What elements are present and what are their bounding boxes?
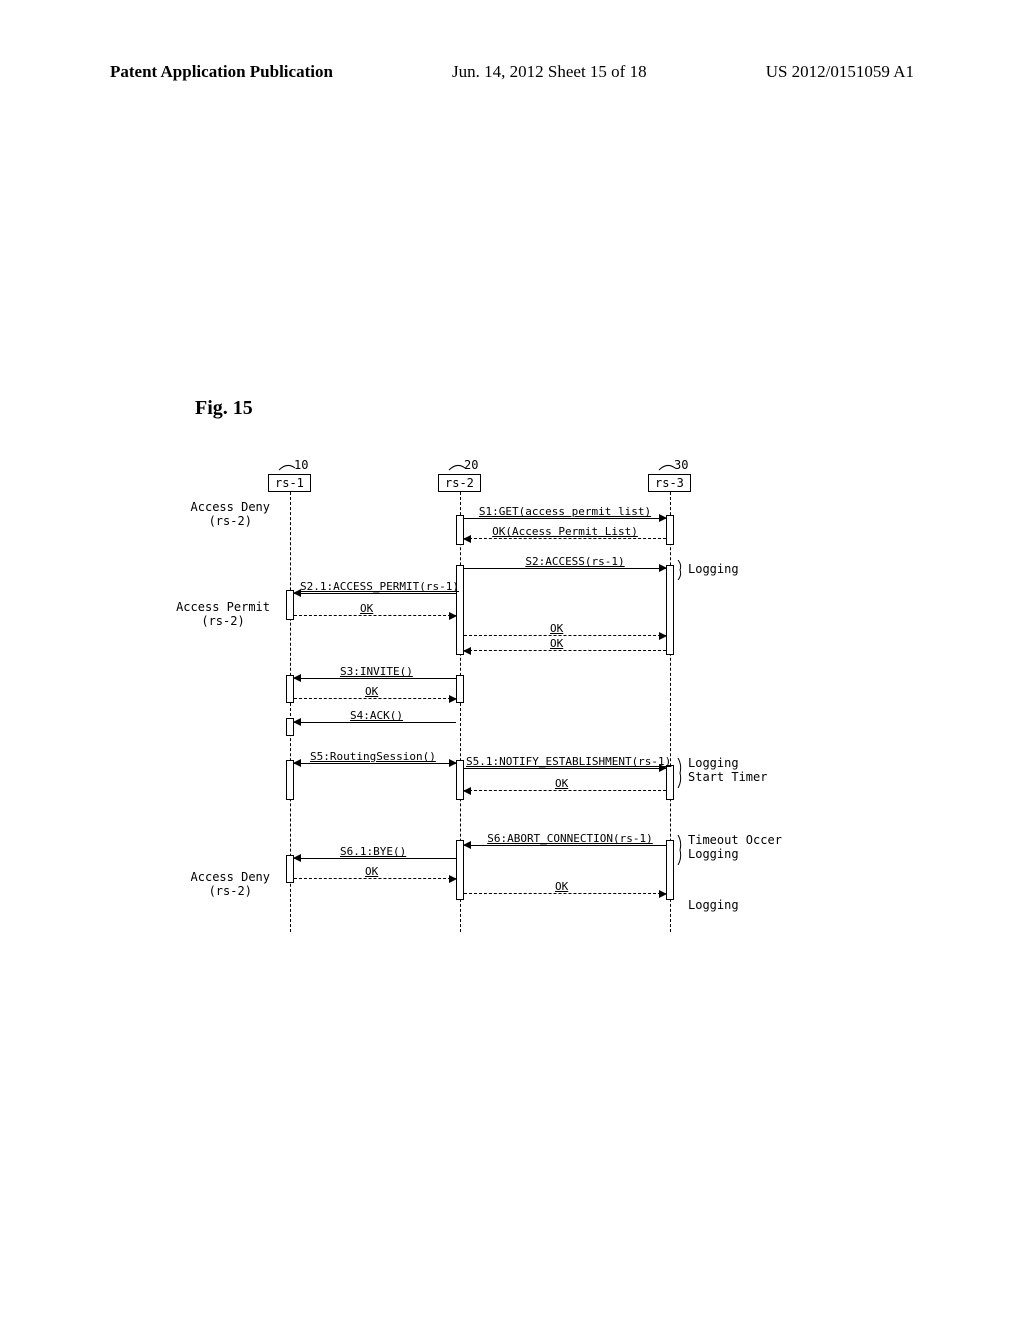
label-s6: S6:ABORT_CONNECTION(rs-1) [480, 832, 660, 845]
sequence-diagram: 10 rs-1 20 rs-2 30 rs-3 Access Deny (rs-… [190, 460, 810, 940]
note-l2b: (rs-2) [201, 614, 244, 628]
note-start-timer: Start Timer [688, 770, 767, 784]
actor3-ref-num: 30 [674, 458, 688, 472]
label-s61: S6.1:BYE() [340, 845, 406, 858]
arrow-s3 [294, 678, 456, 679]
arrow-s51 [464, 768, 666, 769]
note-l3b: (rs-2) [209, 884, 252, 898]
arrow-s21 [294, 593, 456, 594]
label-s51: S5.1:NOTIFY_ESTABLISHMENT(rs-1) [466, 755, 666, 768]
arrow-s6r [464, 893, 666, 894]
arrow-s51r [464, 790, 666, 791]
note-l1b: (rs-2) [209, 514, 252, 528]
act-a2-s3 [456, 675, 464, 703]
brace-r3 [676, 835, 686, 865]
header-right: US 2012/0151059 A1 [766, 62, 914, 82]
label-s3: S3:INVITE() [340, 665, 413, 678]
note-logging-1: Logging [688, 562, 739, 576]
arrow-s61 [294, 858, 456, 859]
label-s2rr: OK [550, 637, 563, 650]
note-timeout: Timeout Occer [688, 833, 782, 847]
actor3-box: rs-3 [648, 474, 691, 492]
arrow-s1 [464, 518, 666, 519]
actor1-ref: 10 [270, 460, 320, 472]
note-access-permit: Access Permit (rs-2) [176, 600, 270, 628]
act-a2-s2 [456, 565, 464, 655]
label-s1: S1:GET(access permit list) [470, 505, 660, 518]
brace-r1 [676, 560, 686, 580]
actor2-name: rs-2 [445, 476, 474, 490]
arrow-s1r [464, 538, 666, 539]
note-logging-4: Logging [688, 898, 739, 912]
header-center: Jun. 14, 2012 Sheet 15 of 18 [452, 62, 647, 82]
actor1-box: rs-1 [268, 474, 311, 492]
note-l1a: Access Deny [191, 500, 270, 514]
arrow-s3r [294, 698, 456, 699]
arrow-s2r [464, 635, 666, 636]
label-s51r: OK [555, 777, 568, 790]
arrow-s6 [464, 845, 666, 846]
note-l2a: Access Permit [176, 600, 270, 614]
label-s6r: OK [555, 880, 568, 893]
act-a3-s2 [666, 565, 674, 655]
act-a3-s5 [666, 765, 674, 800]
label-s2r: OK [550, 622, 563, 635]
note-logging-2: Logging [688, 756, 739, 770]
arrow-s2 [464, 568, 666, 569]
actor1-ref-num: 10 [294, 458, 308, 472]
arrow-s5 [294, 763, 456, 764]
label-s4: S4:ACK() [350, 709, 403, 722]
act-a3-s6 [666, 840, 674, 900]
label-s61r: OK [365, 865, 378, 878]
act-a3-s1 [666, 515, 674, 545]
arrow-s61r [294, 878, 456, 879]
note-access-deny-1: Access Deny (rs-2) [191, 500, 270, 528]
label-s3r: OK [365, 685, 378, 698]
actor1-name: rs-1 [275, 476, 304, 490]
arrow-s21r [294, 615, 456, 616]
label-s5: S5:RoutingSession() [310, 750, 436, 763]
arrow-s4 [294, 722, 456, 723]
label-s21: S2.1:ACCESS_PERMIT(rs-1) [300, 580, 455, 593]
note-l3a: Access Deny [191, 870, 270, 884]
note-logging-3: Logging [688, 847, 739, 861]
page-header: Patent Application Publication Jun. 14, … [0, 62, 1024, 82]
header-left: Patent Application Publication [110, 62, 333, 82]
label-s1r: OK(Access Permit List) [480, 525, 650, 538]
act-a2-s6 [456, 840, 464, 900]
label-s2: S2:ACCESS(rs-1) [510, 555, 640, 568]
actor2-box: rs-2 [438, 474, 481, 492]
arrow-s2rr [464, 650, 666, 651]
brace-r2 [676, 758, 686, 788]
actor2-ref-num: 20 [464, 458, 478, 472]
actor3-ref: 30 [650, 460, 700, 472]
actor2-ref: 20 [440, 460, 490, 472]
actor3-name: rs-3 [655, 476, 684, 490]
label-s21r: OK [360, 602, 373, 615]
note-access-deny-2: Access Deny (rs-2) [191, 870, 270, 898]
figure-label: Fig. 15 [195, 397, 253, 420]
